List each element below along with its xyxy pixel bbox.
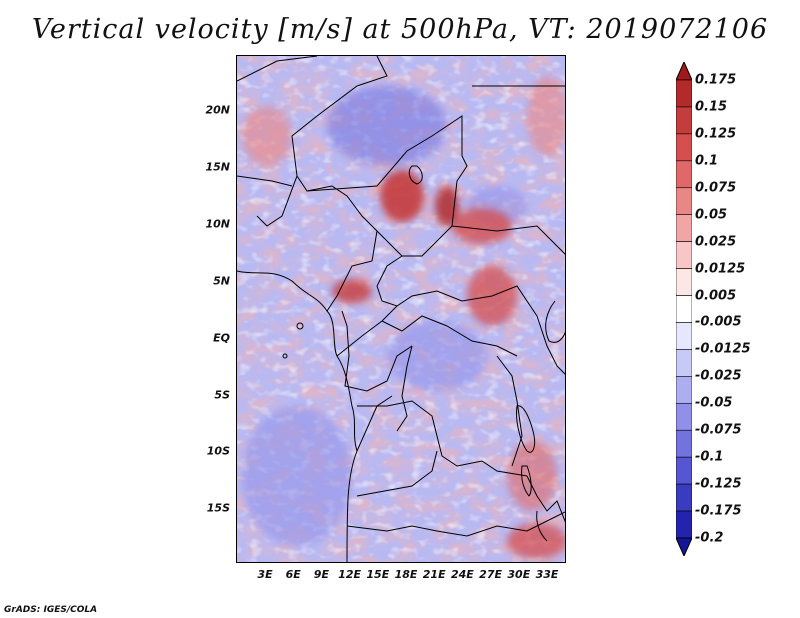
longitude-label: 9E xyxy=(313,568,329,581)
map-plot-area xyxy=(236,55,566,563)
colorbar-segment xyxy=(676,214,692,242)
colorbar-label: -0.05 xyxy=(695,395,733,411)
colorbar-segment xyxy=(676,79,692,108)
colorbar-segment xyxy=(676,295,692,323)
colorbar-segment xyxy=(676,402,692,431)
longitude-label: 12E xyxy=(338,568,362,581)
islands xyxy=(282,322,304,359)
colorbar-segment xyxy=(676,456,692,485)
colorbar-label: 0.005 xyxy=(695,288,737,304)
colorbar-label: 0.1 xyxy=(695,153,719,169)
colorbar-segment xyxy=(676,160,692,189)
colorbar-min-arrow xyxy=(676,537,692,556)
latitude-label: 10S xyxy=(206,444,230,458)
colorbar-segment xyxy=(676,106,692,135)
colorbar-segment xyxy=(676,187,692,216)
colorbar-segment xyxy=(676,268,692,296)
colorbar-label: -0.075 xyxy=(695,422,742,438)
colorbar xyxy=(676,62,692,556)
descent-patches xyxy=(242,86,527,546)
longitude-label: 21E xyxy=(422,568,446,581)
colorbar-label: -0.0125 xyxy=(695,341,751,357)
latitude-label: EQ xyxy=(213,331,230,345)
longitude-label: 3E xyxy=(257,568,273,581)
latitude-label: 15N xyxy=(205,160,230,174)
colorbar-label: 0.175 xyxy=(695,72,737,88)
colorbar-segment xyxy=(676,349,692,377)
longitude-label: 15E xyxy=(366,568,390,581)
colorbar-label: -0.125 xyxy=(695,476,742,492)
colorbar-label: -0.005 xyxy=(695,314,742,330)
longitude-label: 33E xyxy=(535,568,559,581)
latitude-label: 5S xyxy=(214,388,230,401)
colorbar-label: -0.175 xyxy=(695,503,742,519)
colorbar-label: -0.025 xyxy=(695,368,742,384)
colorbar-segment xyxy=(676,510,692,539)
map-title: Vertical velocity [m/s] at 500hPa, VT: 2… xyxy=(31,14,769,45)
longitude-label: 30E xyxy=(507,568,531,581)
grads-credit: GrADS: IGES/COLA xyxy=(4,605,98,615)
colorbar-segment xyxy=(676,133,692,162)
latitude-label: 10N xyxy=(205,217,230,231)
colorbar-segment xyxy=(676,322,692,350)
colorbar-segment xyxy=(676,483,692,512)
country-borders xyxy=(237,56,565,562)
longitude-label: 6E xyxy=(285,568,301,581)
colorbar-label: 0.125 xyxy=(695,126,737,142)
colorbar-segment xyxy=(676,376,692,404)
latitude-label: 5N xyxy=(213,274,230,288)
colorbar-label: 0.075 xyxy=(695,180,737,196)
longitude-label: 27E xyxy=(479,568,503,581)
latitude-label: 20N xyxy=(205,103,230,117)
colorbar-segment xyxy=(676,241,692,269)
colorbar-label: 0.025 xyxy=(695,234,737,250)
colorbar-label: 0.0125 xyxy=(695,261,746,277)
colorbar-label: 0.05 xyxy=(695,207,728,223)
longitude-label: 18E xyxy=(394,568,418,581)
ascent-patches xyxy=(242,76,565,559)
longitude-label: 24E xyxy=(450,568,474,581)
colorbar-label: 0.15 xyxy=(695,99,728,115)
lakes xyxy=(408,165,565,542)
colorbar-label: -0.1 xyxy=(695,449,724,465)
latitude-label: 15S xyxy=(206,501,230,515)
colorbar-max-arrow xyxy=(676,62,692,81)
colorbar-segment xyxy=(676,429,692,458)
vertical-velocity-field xyxy=(237,56,565,562)
colorbar-label: -0.2 xyxy=(695,530,724,546)
